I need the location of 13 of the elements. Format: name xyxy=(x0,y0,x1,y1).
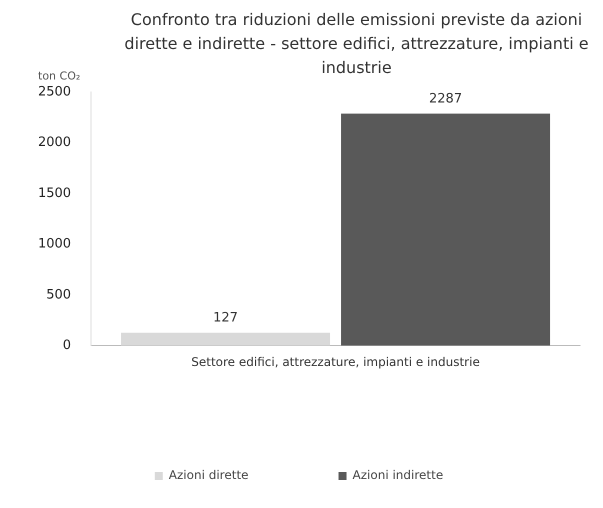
legend-label: Azioni indirette xyxy=(352,468,444,482)
y-tick-label: 2000 xyxy=(38,135,72,150)
y-tick-label: 1500 xyxy=(38,186,72,201)
y-tick-label: 2500 xyxy=(38,84,72,100)
y-tick-label: 0 xyxy=(62,338,72,353)
x-tick-label: Settore edifici, attrezzature, impianti e industrie xyxy=(191,354,480,369)
data-label: 127 xyxy=(213,310,238,326)
y-tick-label: 500 xyxy=(46,287,72,302)
y-tick-label: 1000 xyxy=(38,236,72,252)
y-axis-title: ton CO₂ xyxy=(38,69,80,82)
chart-title: Confronto tra riduzioni delle emissioni previste da azioni dirette e indirette - settore edifici, attrezzature, impianti e industrie xyxy=(123,9,590,79)
data-label: 2287 xyxy=(429,91,462,106)
legend-label: Azioni dirette xyxy=(168,468,249,482)
